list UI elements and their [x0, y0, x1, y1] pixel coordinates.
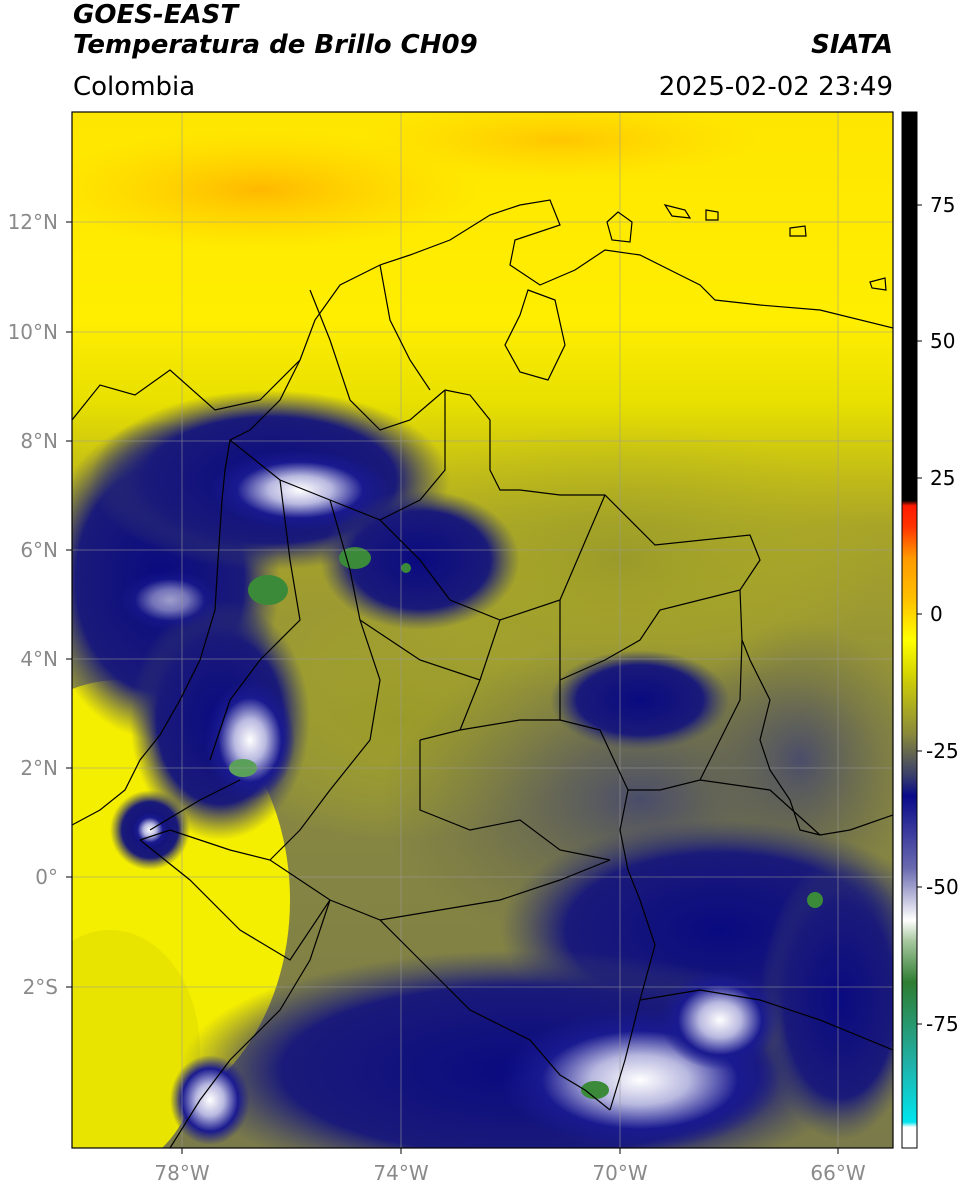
lat-tick-label: 10°N: [8, 320, 58, 344]
colorbar-tick-label: 25: [930, 466, 955, 490]
lon-tick-label: 66°W: [810, 1161, 865, 1185]
colorbar-tick-label: 75: [930, 193, 955, 217]
lat-tick-label: 6°N: [20, 538, 58, 562]
lat-tick-label: 2°N: [20, 756, 58, 780]
lat-tick-label: 2°S: [23, 975, 58, 999]
region-label: Colombia: [73, 72, 196, 102]
lat-tick-label: 8°N: [20, 429, 58, 453]
timestamp-label: 2025-02-02 23:49: [658, 72, 893, 102]
colorbar-tick-label: -25: [926, 739, 959, 763]
lon-tick-label: 74°W: [373, 1161, 428, 1185]
lon-tick-label: 78°W: [154, 1161, 209, 1185]
colorbar-tick-label: 50: [930, 329, 955, 353]
brightness-temperature-field: [72, 112, 893, 1148]
lat-tick-label: 12°N: [8, 210, 58, 234]
satellite-title: GOES-EAST: [73, 0, 239, 30]
agency-label: SIATA: [811, 30, 893, 60]
colorbar: 75 50 25 0 -25 -50 -75: [901, 111, 959, 1149]
borders-coastlines: [72, 199, 893, 1148]
lon-axis: 78°W 74°W 70°W 66°W: [154, 1148, 866, 1185]
colorbar-tick-label: 0: [930, 602, 943, 626]
product-title: Temperatura de Brillo CH09: [73, 30, 478, 60]
lat-axis: 12°N 10°N 8°N 6°N 4°N 2°N 0° 2°S: [8, 210, 72, 999]
gridlines: [72, 112, 893, 1148]
lat-tick-label: 0°: [35, 865, 58, 889]
plot-frame: [71, 111, 894, 1149]
colorbar-tick-label: -50: [926, 875, 959, 899]
colorbar-tick-label: -75: [926, 1012, 959, 1036]
lat-tick-label: 4°N: [20, 647, 58, 671]
lon-tick-label: 70°W: [592, 1161, 647, 1185]
